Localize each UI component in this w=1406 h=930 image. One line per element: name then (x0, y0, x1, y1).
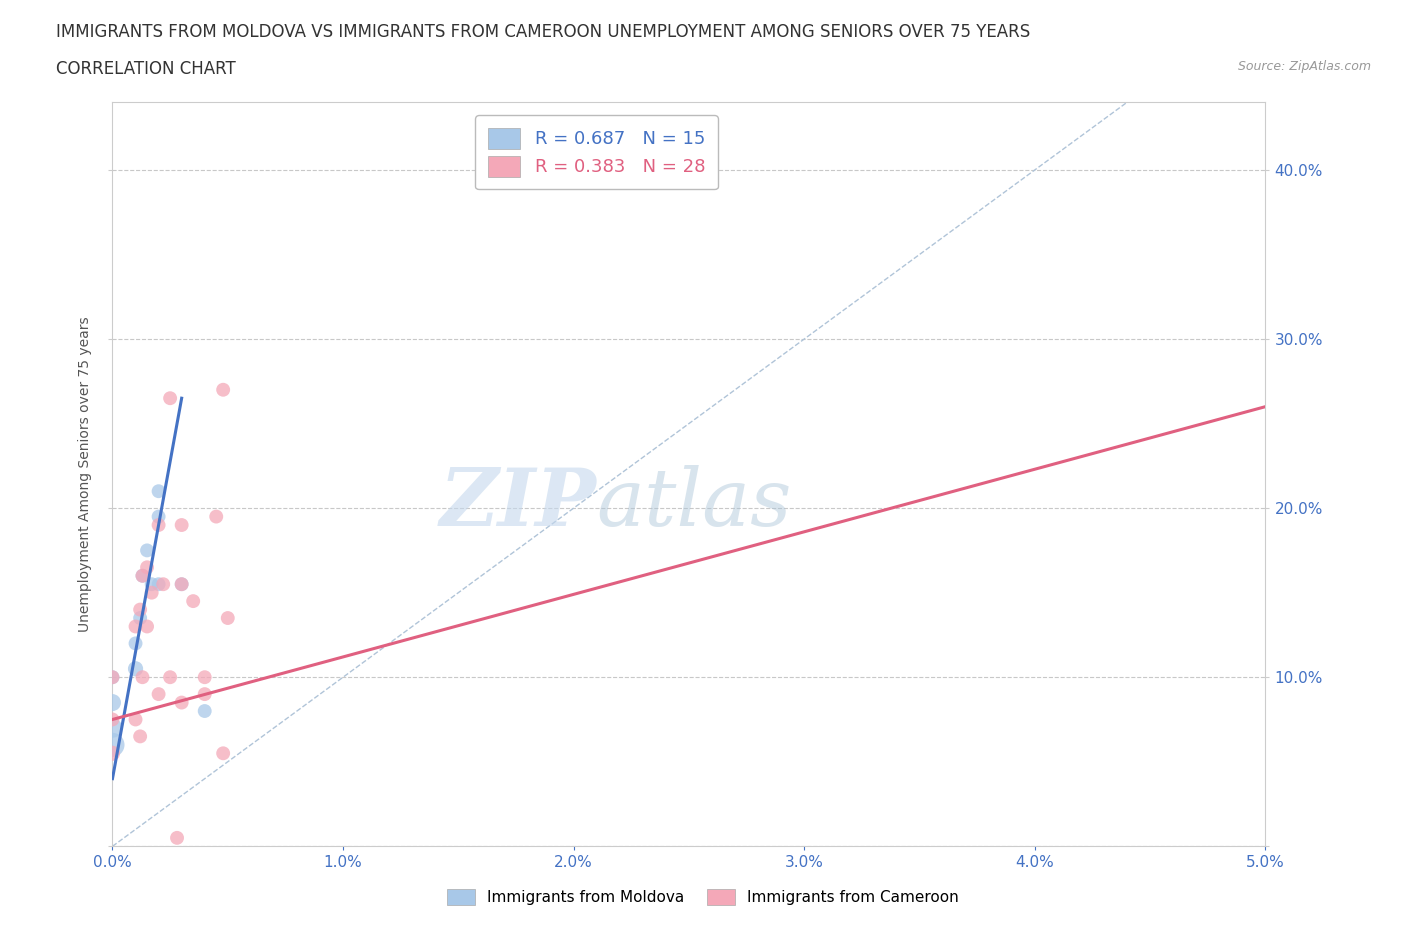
Point (159, 391, 181, 405)
Point (101, 695, 124, 710)
Point (101, 721, 124, 736)
Point (129, 729, 152, 744)
Point (101, 670, 124, 684)
Point (212, 746, 235, 761)
Point (148, 484, 170, 498)
Point (148, 509, 170, 524)
Point (124, 636, 146, 651)
Y-axis label: Unemployment Among Seniors over 75 years: Unemployment Among Seniors over 75 years (79, 316, 93, 632)
Text: CORRELATION CHART: CORRELATION CHART (56, 60, 236, 78)
Point (217, 611, 239, 626)
Point (101, 712, 124, 727)
Point (129, 611, 152, 626)
Point (170, 695, 193, 710)
Text: Source: ZipAtlas.com: Source: ZipAtlas.com (1237, 60, 1371, 73)
Point (131, 670, 153, 684)
Text: atlas: atlas (596, 465, 792, 543)
Point (148, 577, 170, 591)
Point (194, 686, 217, 701)
Point (170, 577, 193, 591)
Point (159, 670, 181, 684)
Point (101, 737, 124, 752)
Point (181, 593, 204, 608)
Point (136, 619, 159, 634)
Text: ZIP: ZIP (440, 465, 596, 543)
Point (101, 746, 124, 761)
Point (141, 585, 163, 600)
Point (170, 577, 193, 591)
Legend: R = 0.687   N = 15, R = 0.383   N = 28: R = 0.687 N = 15, R = 0.383 N = 28 (475, 115, 718, 190)
Point (148, 518, 170, 533)
Point (194, 704, 217, 719)
Point (212, 382, 235, 397)
Text: IMMIGRANTS FROM MOLDOVA VS IMMIGRANTS FROM CAMEROON UNEMPLOYMENT AMONG SENIORS O: IMMIGRANTS FROM MOLDOVA VS IMMIGRANTS FR… (56, 23, 1031, 41)
Point (129, 602, 152, 617)
Point (136, 543, 159, 558)
Point (152, 577, 174, 591)
Point (136, 560, 159, 575)
Point (166, 830, 188, 845)
Point (141, 577, 163, 591)
Point (101, 670, 124, 684)
Point (131, 568, 153, 583)
Point (131, 568, 153, 583)
Point (124, 619, 146, 634)
Point (170, 518, 193, 533)
Point (124, 712, 146, 727)
Point (124, 661, 146, 676)
Legend: Immigrants from Moldova, Immigrants from Cameroon: Immigrants from Moldova, Immigrants from… (440, 882, 966, 913)
Point (148, 686, 170, 701)
Point (205, 509, 228, 524)
Point (194, 670, 217, 684)
